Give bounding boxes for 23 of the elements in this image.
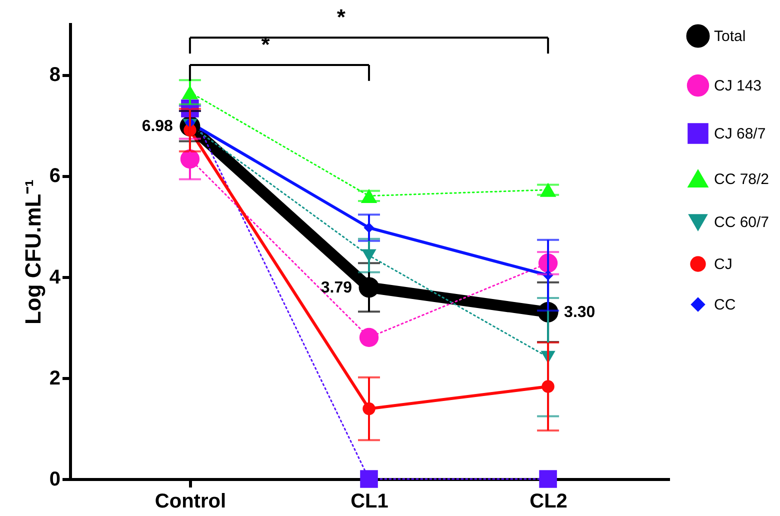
point xyxy=(360,470,378,488)
x-tick-label: CL2 xyxy=(530,490,568,512)
x-tick-label: CL1 xyxy=(350,490,388,512)
legend-label: CJ 68/7 xyxy=(714,126,766,142)
legend-label: CC 78/2 xyxy=(714,171,770,188)
y-axis-title: Log CFU.mL⁻¹ xyxy=(20,179,46,325)
legend-label: CC 60/7 xyxy=(714,214,770,231)
data-label: 6.98 xyxy=(142,118,174,136)
annotation: * xyxy=(336,4,346,30)
x-tick-label: Control xyxy=(154,490,226,512)
y-tick-label: 2 xyxy=(49,367,60,390)
legend-label: Total xyxy=(714,28,746,45)
y-tick-label: 4 xyxy=(49,266,62,288)
legend-label: CJ xyxy=(714,256,732,273)
y-tick-label: 6 xyxy=(49,165,60,188)
data-label: 3.79 xyxy=(320,279,352,296)
point xyxy=(539,470,557,488)
y-tick-label: 0 xyxy=(49,468,60,490)
legend-label: CJ 143 xyxy=(714,78,762,94)
legend-label: CC xyxy=(714,296,736,314)
data-label: 3.30 xyxy=(564,304,596,322)
y-tick-label: 8 xyxy=(49,64,60,86)
point xyxy=(359,328,379,348)
